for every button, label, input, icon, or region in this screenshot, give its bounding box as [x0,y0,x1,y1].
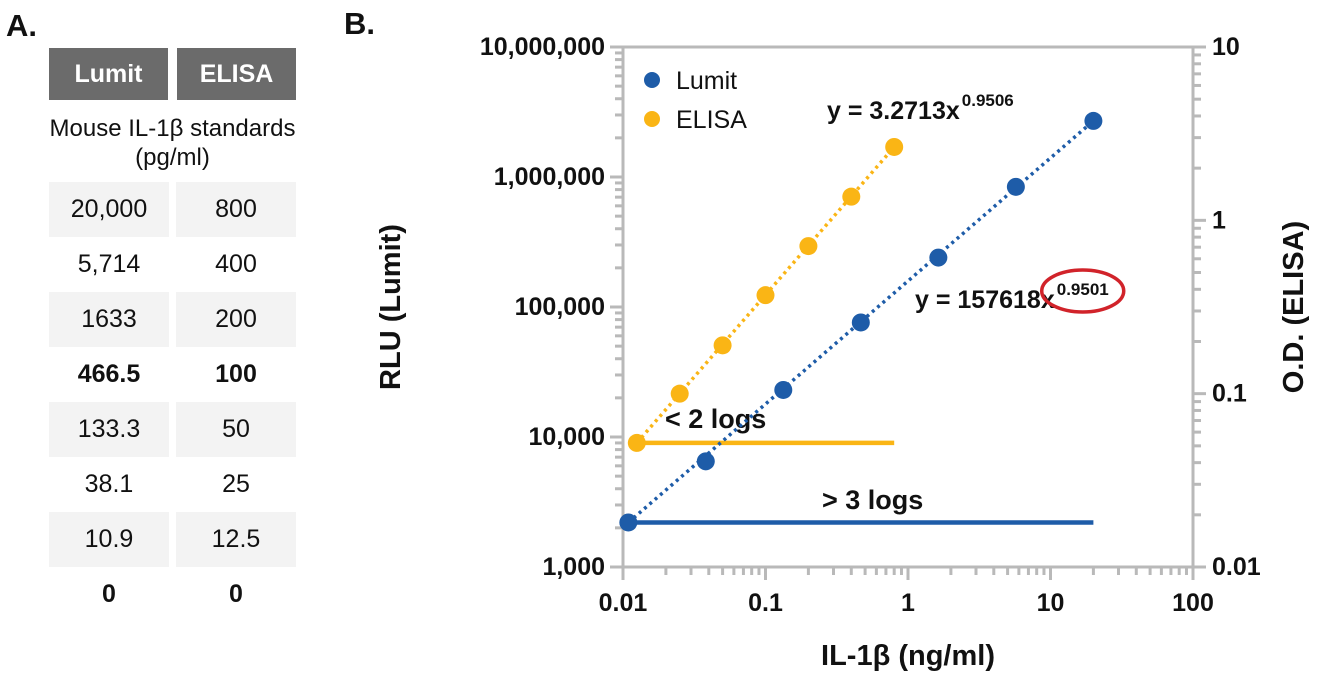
elisa-standard-value: 12.5 [176,512,296,567]
table-row: 466.5 100 [49,347,296,402]
data-point-lumit [929,248,948,267]
legend-marker-lumit [644,72,660,88]
x-axis-tick-label: 100 [1172,589,1214,617]
lumit-standard-value: 38.1 [49,457,169,512]
exponent-highlight-circle [1039,268,1126,314]
range-annotation-elisa: < 2 logs [665,404,766,434]
left-axis-tick-label: 10,000,000 [480,33,605,61]
equation-exponent: 0.9506 [962,91,1014,110]
right-axis-title: O.D. (ELISA) [1278,221,1310,393]
right-axis-tick-label: 1 [1212,206,1226,234]
legend-label-lumit: Lumit [676,67,737,95]
lumit-standard-value: 10.9 [49,512,169,567]
data-point-lumit [1006,177,1025,196]
data-point-elisa [713,336,732,355]
x-axis-tick-label: 10 [1037,589,1065,617]
left-axis-tick-label: 1,000 [542,553,605,581]
elisa-standard-value: 0 [176,567,296,622]
data-point-elisa [756,286,775,305]
table-subheader: Mouse IL-1β standards (pg/ml) [49,115,296,171]
lumit-standard-value: 1633 [49,292,169,347]
panel-a-label: A. [6,8,37,43]
table-header-elisa: ELISA [177,48,296,100]
table-row: 20,000 800 [49,182,296,237]
panel-b-label: B. [344,6,375,41]
legend-marker-elisa [644,111,660,127]
equation-text: y = 157618x [915,286,1055,314]
data-point-elisa [627,433,646,452]
data-point-elisa [885,137,904,156]
right-axis-tick-label: 0.01 [1212,553,1261,581]
legend-label-elisa: ELISA [676,106,747,134]
data-point-lumit [619,513,638,532]
right-axis-tick-label: 10 [1212,33,1240,61]
equation-exponent: 0.9501 [1057,280,1109,299]
elisa-standard-value: 25 [176,457,296,512]
standards-table-header: Lumit ELISA [49,48,296,100]
left-axis-title: RLU (Lumit) [375,224,407,390]
table-row: 5,714 400 [49,237,296,292]
elisa-standard-value: 200 [176,292,296,347]
x-axis-tick-label: 0.1 [748,589,783,617]
x-axis-tick-label: 0.01 [599,589,648,617]
data-point-lumit [774,380,793,399]
table-row: 1633 200 [49,292,296,347]
elisa-standard-value: 400 [176,237,296,292]
standards-table-body: 20,000 800 5,714 400 1633 200 466.5 100 133.… [49,182,296,622]
equation-text: y = 3.2713x [827,97,960,125]
range-annotation-lumit: > 3 logs [822,485,923,515]
data-point-elisa [670,384,689,403]
data-point-lumit [696,452,715,471]
elisa-standard-value: 800 [176,182,296,237]
standards-table: Lumit ELISA Mouse IL-1β standards (pg/ml… [49,48,296,622]
table-row: 133.3 50 [49,402,296,457]
table-row: 10.9 12.5 [49,512,296,567]
lumit-standard-value: 133.3 [49,402,169,457]
right-axis-tick-label: 0.1 [1212,380,1247,408]
table-row: 38.1 25 [49,457,296,512]
lumit-standard-value: 5,714 [49,237,169,292]
data-point-lumit [1084,111,1103,130]
left-axis-tick-label: 10,000 [529,423,605,451]
lumit-standard-value: 466.5 [49,347,169,402]
elisa-standard-value: 100 [176,347,296,402]
left-axis-tick-label: 100,000 [515,293,605,321]
x-axis-title: IL-1β (ng/ml) [821,640,995,672]
left-axis-tick-label: 1,000,000 [494,163,605,191]
lumit-standard-value: 0 [49,567,169,622]
data-point-lumit [851,313,870,332]
elisa-standard-value: 50 [176,402,296,457]
table-header-lumit: Lumit [49,48,168,100]
data-point-elisa [842,187,861,206]
x-axis-tick-label: 1 [901,589,915,617]
data-point-elisa [799,237,818,256]
lumit-standard-value: 20,000 [49,182,169,237]
